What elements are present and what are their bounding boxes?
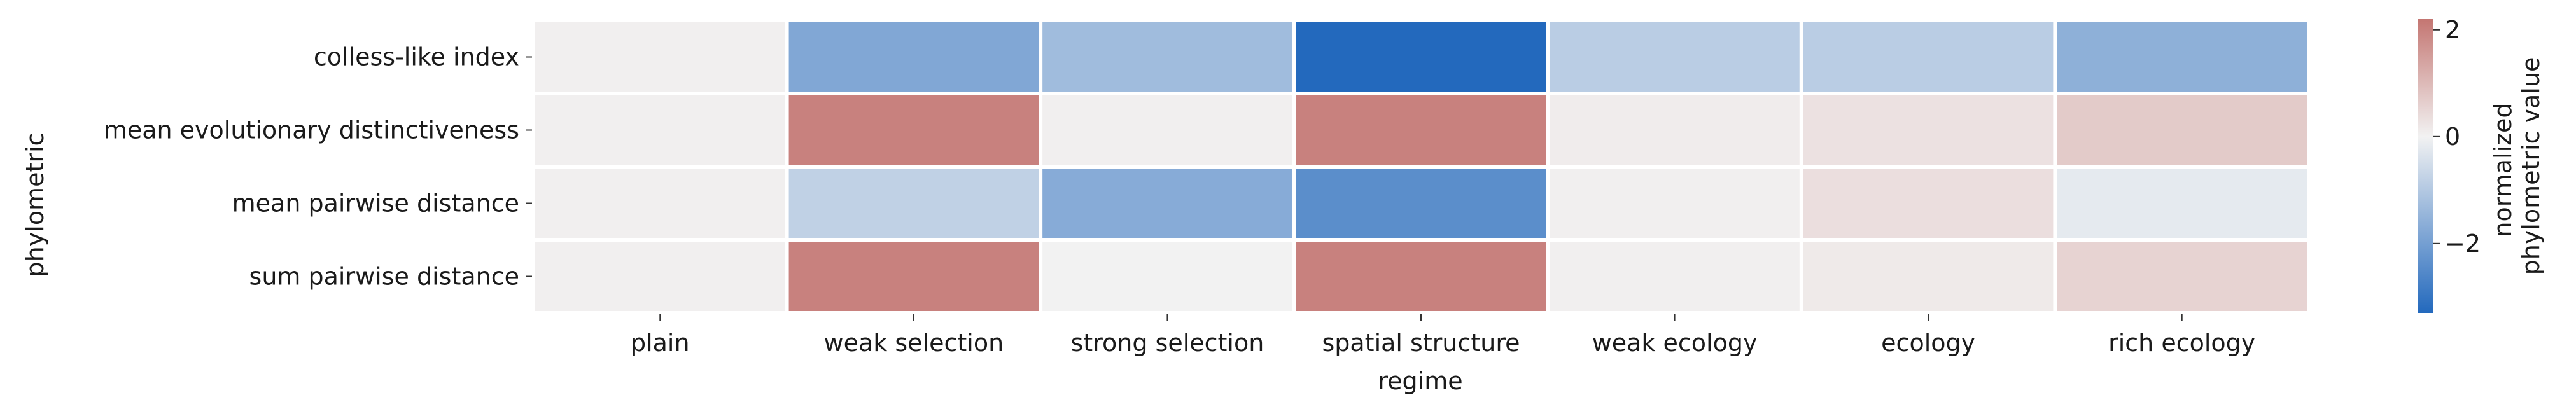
heatmap-cell [2053,165,2311,242]
x-tick-label: strong selection [1071,329,1264,357]
y-axis-ticks: colless-like index mean evolutionary dist… [104,43,532,291]
heatmap-cell [531,165,789,242]
colorbar-tick-label: 0 [2445,123,2460,151]
heatmap-cell [531,238,789,315]
heatmap-cell [1799,238,2057,315]
x-tick-label: plain [631,329,690,357]
colorbar-ticks: 2 0 −2 [2433,16,2481,258]
heatmap-cell [1039,238,1296,315]
x-axis-label: regime [1378,367,1462,395]
heatmap-cell [785,165,1043,242]
y-tick-label: sum pairwise distance [249,263,519,291]
y-tick-label: mean pairwise distance [232,190,519,218]
heatmap-cell [1292,238,1550,315]
heatmap-cell [1292,92,1550,169]
x-tick-label: weak ecology [1592,329,1758,357]
heatmap-cell [1546,18,1803,95]
x-tick-label: ecology [1881,329,1975,357]
y-axis-label: phylometric [21,133,49,277]
heatmap-cell [1546,165,1803,242]
x-tick-label: rich ecology [2108,329,2255,357]
colorbar-tick-label: 2 [2445,16,2460,44]
y-tick-label: colless-like index [314,43,519,71]
heatmap-cell [1039,165,1296,242]
heatmap-cell [2053,238,2311,315]
y-tick-label: mean evolutionary distinctiveness [104,116,519,144]
colorbar-label: normalized phylometric value [2489,57,2545,275]
colorbar-tick-label: −2 [2445,230,2481,258]
heatmap-cells [531,18,2311,315]
heatmap-cell [785,18,1043,95]
heatmap-cell [2053,92,2311,169]
heatmap-cell [1546,92,1803,169]
heatmap-cell [1292,165,1550,242]
heatmap-cell [1039,92,1296,169]
x-tick-label: spatial structure [1322,329,1520,357]
heatmap-cell [785,92,1043,169]
heatmap-cell [531,18,789,95]
heatmap-cell [531,92,789,169]
colorbar [2418,19,2433,313]
heatmap-cell [1546,238,1803,315]
x-axis-ticks: plain weak selection strong selection spati… [631,314,2255,357]
heatmap-cell [785,238,1043,315]
heatmap-cell [2053,18,2311,95]
heatmap-cell [1799,92,2057,169]
heatmap-cell [1799,165,2057,242]
colorbar-label-line-1: normalized [2489,102,2517,237]
heatmap-cell [1039,18,1296,95]
x-tick-label: weak selection [824,329,1004,357]
heatmap-cell [1799,18,2057,95]
heatmap-cell [1292,18,1550,95]
colorbar-label-line-2: phylometric value [2517,57,2545,275]
